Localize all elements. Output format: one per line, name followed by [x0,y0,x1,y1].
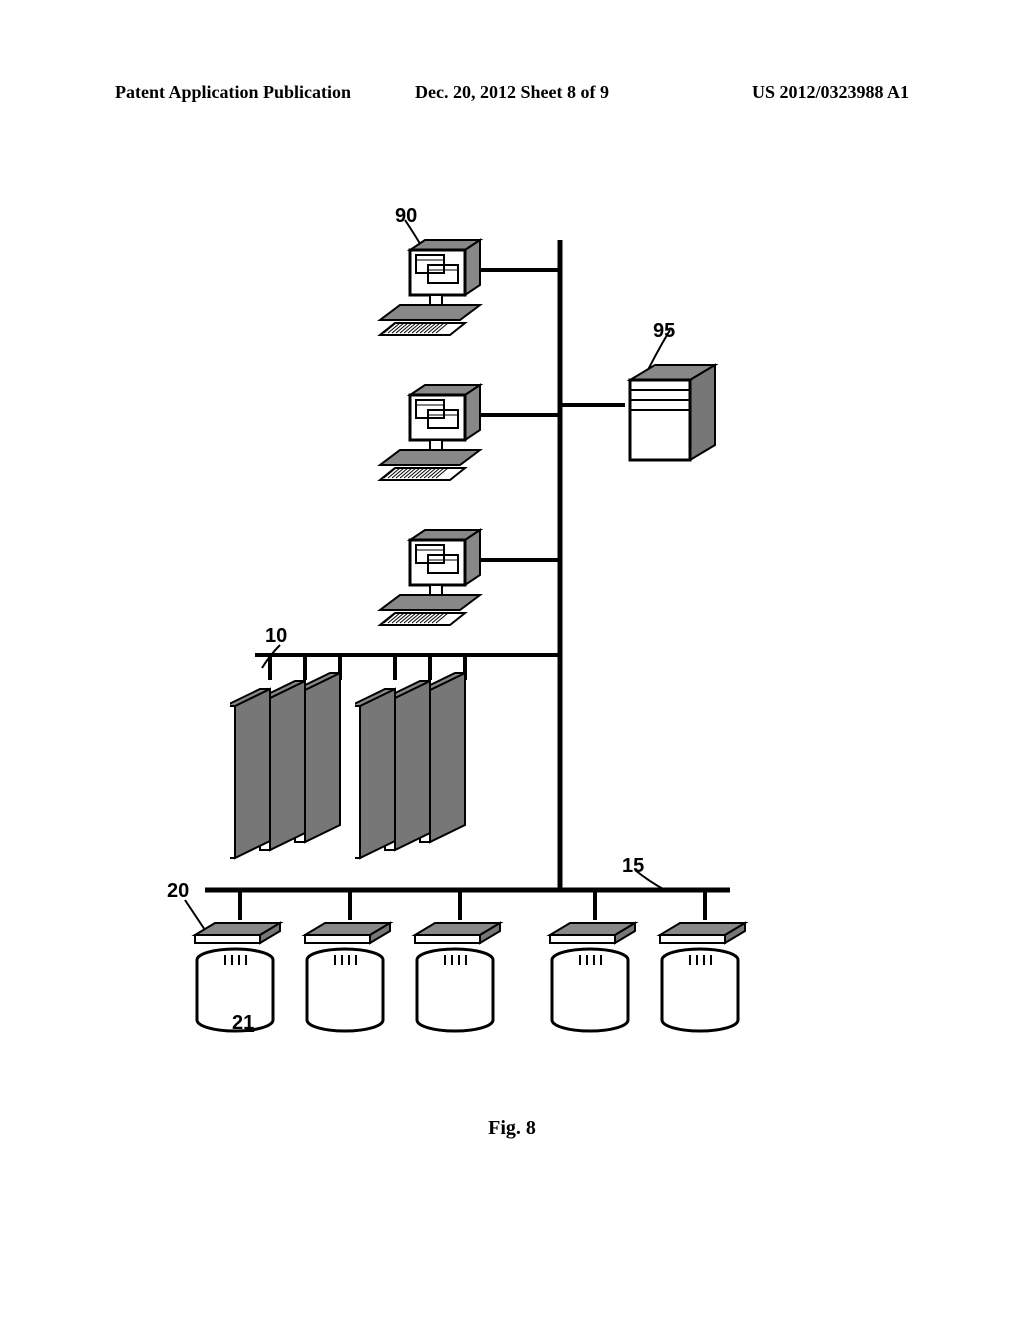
ref-label-20: 20 [167,880,189,903]
ref-label-10: 10 [265,625,287,648]
ref-label-95: 95 [653,320,675,343]
header-right: US 2012/0323988 A1 [752,82,909,103]
server-box-icon [620,360,740,480]
ref-label-90: 90 [395,205,417,228]
figure-container [150,190,870,1090]
workstation-icon [370,515,500,635]
storage-unit-icon [410,915,510,1040]
ref-label-21: 21 [232,1012,254,1035]
storage-unit-icon [655,915,755,1040]
header-left: Patent Application Publication [115,82,351,103]
workstation-icon [370,225,500,345]
figure-caption: Fig. 8 [488,1117,536,1140]
storage-unit-icon [545,915,645,1040]
blade-servers-icon [355,670,515,870]
storage-unit-icon [300,915,400,1040]
header-center: Dec. 20, 2012 Sheet 8 of 9 [415,82,609,103]
ref-label-15: 15 [622,855,644,878]
workstation-icon [370,370,500,490]
